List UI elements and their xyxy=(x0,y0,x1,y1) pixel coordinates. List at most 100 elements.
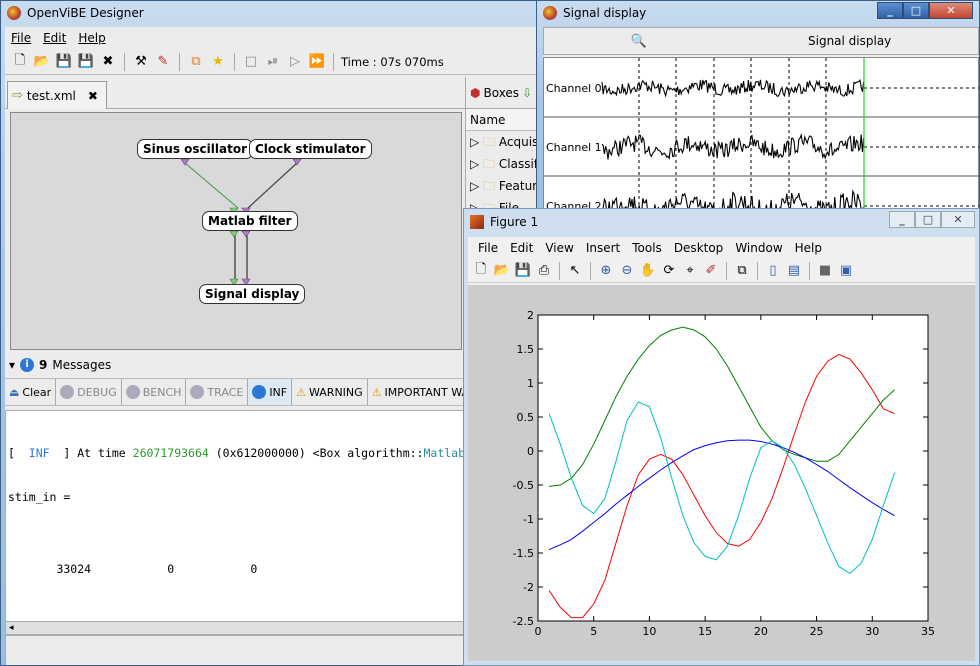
toolbar-separator xyxy=(590,261,591,280)
close-icon[interactable]: ✖ xyxy=(102,54,114,69)
toolbar-separator xyxy=(809,261,810,280)
star-icon[interactable]: ★ xyxy=(212,54,224,69)
print-icon[interactable]: ⎙ xyxy=(538,263,550,278)
fig-menu-window[interactable]: Window xyxy=(735,241,783,255)
scenario-canvas[interactable]: Sinus oscillator Clock stimulator Matlab… xyxy=(10,112,462,350)
series-line-cyan[interactable] xyxy=(548,401,896,575)
zoom-out-icon[interactable]: ⊖ xyxy=(621,263,633,278)
filter-debug[interactable]: DEBUG xyxy=(56,379,122,405)
step-icon[interactable]: ⏯ xyxy=(267,54,279,69)
figure-window: Figure 1 _ □ ✕ File Edit View Insert Too… xyxy=(463,208,980,666)
menu-edit[interactable]: Edit xyxy=(43,31,67,45)
menu-file[interactable]: File xyxy=(11,31,32,45)
new-figure-icon[interactable]: 🗋 xyxy=(475,261,487,277)
filter-important-warning[interactable]: ⚠ IMPORTANT WA xyxy=(368,379,475,405)
tree-header[interactable]: Name xyxy=(466,109,544,131)
info-icon: i xyxy=(20,358,35,372)
zoom-in-icon[interactable]: ⊕ xyxy=(600,263,612,278)
messages-count: 9 xyxy=(39,358,48,372)
signal-window-controls: _ □ ✕ xyxy=(877,2,973,19)
play-icon[interactable]: ▷ xyxy=(290,54,300,69)
minimize-button[interactable]: _ xyxy=(889,211,915,228)
menu-help[interactable]: Help xyxy=(78,31,106,45)
maximize-button[interactable]: □ xyxy=(915,211,941,228)
tools-icon[interactable]: ⚒ xyxy=(135,54,147,69)
matlab-icon xyxy=(470,215,484,229)
scenario-file-icon: ⇨ xyxy=(12,88,23,103)
new-file-icon[interactable]: 🗋 xyxy=(14,52,26,68)
fig-menu-view[interactable]: View xyxy=(545,241,574,255)
toolbar-separator xyxy=(726,261,727,280)
y-tick-label: -0.5 xyxy=(513,479,534,492)
box-sinus-oscillator[interactable]: Sinus oscillator xyxy=(137,139,253,159)
filter-inf[interactable]: INF xyxy=(248,379,293,405)
stop-icon[interactable]: □ xyxy=(244,54,258,69)
series-line-blue[interactable] xyxy=(548,439,895,551)
legend-icon[interactable]: ▤ xyxy=(787,263,801,278)
designer-titlebar[interactable]: OpenViBE Designer xyxy=(1,1,544,25)
console-line: [ INF ] At time 26071793664 (0x612000000… xyxy=(8,446,475,460)
console-line: stim_in = xyxy=(8,489,71,504)
close-window-button[interactable]: ✕ xyxy=(929,2,973,19)
console-output[interactable]: [ INF ] At time 26071793664 (0x612000000… xyxy=(5,410,475,630)
plugin-icon[interactable]: ⧉ xyxy=(191,54,201,69)
signal-window-title: Signal display xyxy=(563,6,647,20)
y-tick-label: 0 xyxy=(527,445,534,458)
pan-icon[interactable]: ✋ xyxy=(639,263,657,278)
line-chart[interactable]: 0 5 10 15 20 25 30 35 2 1.5 1 0.5 0 -0.5 -1 -1.5 -2 -2.5 xyxy=(468,285,977,663)
messages-label: Messages xyxy=(52,358,112,372)
filter-warning[interactable]: ⚠ WARNING xyxy=(292,379,368,405)
rotate-icon[interactable]: ⟳ xyxy=(663,263,675,278)
tab-test-xml[interactable]: ⇨ test.xml ✖ xyxy=(7,81,107,109)
messages-header[interactable]: ▾ i 9 Messages xyxy=(5,354,475,376)
filter-trace[interactable]: TRACE xyxy=(186,379,249,405)
fast-forward-icon[interactable]: ⏩ xyxy=(308,54,326,69)
close-window-button[interactable]: ✕ xyxy=(941,211,975,228)
colorbar-icon[interactable]: ▯ xyxy=(769,263,777,278)
fig-menu-help[interactable]: Help xyxy=(794,241,822,255)
console-hscrollbar[interactable]: ◂ xyxy=(5,621,475,635)
clear-button[interactable]: ⏏ Clear xyxy=(5,379,57,405)
fig-menu-tools[interactable]: Tools xyxy=(632,241,662,255)
link-icon[interactable]: ⧉ xyxy=(737,263,747,278)
data-cursor-icon[interactable]: ⌖ xyxy=(686,263,694,278)
x-tick-label: 15 xyxy=(698,625,712,638)
inf-icon xyxy=(252,385,267,399)
fig-menu-insert[interactable]: Insert xyxy=(585,241,621,255)
edit-icon[interactable]: ✎ xyxy=(157,54,169,69)
save-icon[interactable]: 💾 xyxy=(514,263,532,278)
fig-menu-file[interactable]: File xyxy=(478,241,499,255)
box-matlab-filter[interactable]: Matlab filter xyxy=(202,211,298,231)
dock-icon[interactable]: ▣ xyxy=(839,263,853,278)
fig-menu-edit[interactable]: Edit xyxy=(510,241,534,255)
open-folder-icon[interactable]: 📂 xyxy=(33,54,51,69)
figure-titlebar[interactable]: Figure 1 xyxy=(464,209,979,235)
minimize-button[interactable]: _ xyxy=(877,2,903,19)
boxes-tab[interactable]: ⬢ Boxes ⇩ xyxy=(466,77,544,109)
tree-item[interactable]: ▷ 🗀 Feature xyxy=(470,179,545,193)
hide-tools-icon[interactable]: ■ xyxy=(818,263,832,278)
tree-item[interactable]: ▷ 🗀 Acquisiti xyxy=(470,135,545,149)
series-line-green[interactable] xyxy=(549,326,895,487)
filter-bench[interactable]: BENCH xyxy=(122,379,187,405)
channel-label: Channel 1 xyxy=(546,141,602,154)
save-icon[interactable]: 💾 xyxy=(55,54,73,69)
y-tick-label: -2.5 xyxy=(513,615,534,628)
open-icon[interactable]: 📂 xyxy=(493,263,511,278)
tree-item[interactable]: ▷ 🗀 Classifi xyxy=(470,157,542,171)
zoom-icon[interactable]: 🔍 xyxy=(630,33,648,49)
figure-window-controls: _ □ ✕ xyxy=(889,211,975,228)
maximize-button[interactable]: □ xyxy=(903,2,929,19)
fig-menu-desktop[interactable]: Desktop xyxy=(673,241,724,255)
save-as-icon[interactable]: 💾 xyxy=(77,54,95,69)
box-signal-display[interactable]: Signal display xyxy=(199,284,306,304)
brush-icon[interactable]: ✐ xyxy=(705,263,717,278)
box-clock-stimulator[interactable]: Clock stimulator xyxy=(249,139,372,159)
close-tab-icon[interactable]: ✖ xyxy=(87,88,98,103)
series-line-red[interactable] xyxy=(548,353,895,619)
pointer-icon[interactable]: ↖ xyxy=(569,263,581,278)
bench-icon xyxy=(125,385,140,399)
signal-titlebar[interactable]: Signal display xyxy=(537,1,979,25)
toolbar-separator xyxy=(333,52,334,71)
clear-icon: ⏏ xyxy=(9,385,20,399)
